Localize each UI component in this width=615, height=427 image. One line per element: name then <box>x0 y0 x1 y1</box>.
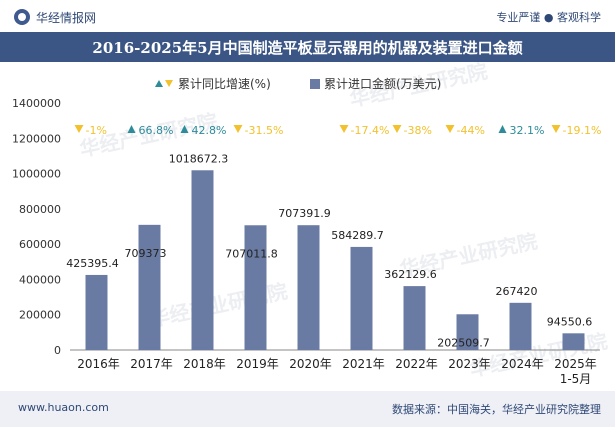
growth-down-icon <box>445 125 455 133</box>
x-tick-label: 2022年 <box>395 357 438 371</box>
chart: 华经产业研究院华经产业研究院华经产业研究院华经产业研究院华经产业研究院累计同比增… <box>12 62 610 386</box>
growth-rate-label: -38% <box>404 124 432 137</box>
growth-rate-label: 66.8% <box>139 124 174 137</box>
legend-amount-label: 累计进口金额(万美元) <box>324 76 441 91</box>
bar-value-label: 1018672.3 <box>169 152 229 165</box>
bar <box>191 170 214 350</box>
y-tick-label: 1200000 <box>12 132 61 145</box>
legend-amount-swatch <box>310 79 320 89</box>
bar <box>562 333 585 350</box>
legend-growth-label: 累计同比增速(%) <box>178 77 271 91</box>
bar <box>509 302 532 350</box>
x-tick-label: 1-5月 <box>560 372 592 386</box>
growth-down-icon <box>392 125 402 133</box>
brand[interactable]: 华经情报网 <box>14 7 96 27</box>
bar-value-label: 709373 <box>125 247 167 260</box>
bar-value-label: 707391.9 <box>278 207 331 220</box>
watermark-text: 华经产业研究院 <box>148 279 290 332</box>
x-tick-label: 2021年 <box>342 357 385 371</box>
growth-up-icon <box>180 125 189 133</box>
bar-value-label: 202509.7 <box>437 336 490 349</box>
growth-rate-label: -17.4% <box>351 124 390 137</box>
x-tick-label: 2018年 <box>183 357 226 371</box>
growth-down-icon <box>339 125 349 133</box>
bar-value-label: 707011.8 <box>225 247 278 260</box>
footer: www.huaon.com 数据来源：中国海关，华经产业研究院整理 <box>0 391 615 427</box>
top-bar: 华经情报网 专业严谨 ● 客观科学 <box>0 0 615 32</box>
y-tick-label: 400000 <box>19 273 61 286</box>
x-tick-label: 2020年 <box>289 357 332 371</box>
chart-title: 2016-2025年5月中国制造平板显示器用的机器及装置进口金额 <box>92 38 523 57</box>
bar <box>403 286 426 350</box>
bar-value-label: 267420 <box>496 285 538 298</box>
bar <box>138 224 161 350</box>
x-tick-label: 2023年 <box>448 357 491 371</box>
tagline: 专业严谨 ● 客观科学 <box>496 11 601 24</box>
legend-growth-down-icon <box>165 80 173 87</box>
y-tick-label: 200000 <box>19 309 61 322</box>
x-tick-label: 2017年 <box>130 357 173 371</box>
x-tick-label: 2019年 <box>236 357 279 371</box>
growth-rate-label: -31.5% <box>245 124 284 137</box>
bar-value-label: 425395.4 <box>66 257 119 270</box>
bar <box>350 246 373 350</box>
bar-value-label: 584289.7 <box>331 229 384 242</box>
bar <box>456 314 479 350</box>
footer-source: 数据来源：中国海关，华经产业研究院整理 <box>392 403 601 416</box>
bar-value-label: 94550.6 <box>547 315 593 328</box>
growth-up-icon <box>498 125 507 133</box>
legend-growth-up-icon <box>155 80 163 87</box>
title-bar: 2016-2025年5月中国制造平板显示器用的机器及装置进口金额 <box>0 32 615 62</box>
growth-rate-label: 32.1% <box>510 124 545 137</box>
x-tick-label: 2024年 <box>501 357 544 371</box>
bar-value-label: 362129.6 <box>384 268 437 281</box>
y-tick-label: 1000000 <box>12 168 61 181</box>
bar <box>244 225 267 350</box>
x-tick-label: 2016年 <box>77 357 120 371</box>
y-tick-label: 1400000 <box>12 97 61 110</box>
growth-rate-label: 42.8% <box>192 124 227 137</box>
y-tick-label: 800000 <box>19 203 61 216</box>
growth-down-icon <box>74 125 84 133</box>
brand-logo-icon <box>14 9 30 25</box>
growth-rate-label: -44% <box>457 124 485 137</box>
footer-website[interactable]: www.huaon.com <box>18 401 109 414</box>
y-tick-label: 600000 <box>19 238 61 251</box>
growth-rate-label: -19.1% <box>563 124 602 137</box>
growth-down-icon <box>233 125 243 133</box>
bar <box>297 225 320 350</box>
bar <box>85 274 108 350</box>
y-tick-label: 0 <box>54 344 61 357</box>
growth-up-icon <box>127 125 136 133</box>
brand-name: 华经情报网 <box>36 10 97 25</box>
x-tick-label: 2025年 <box>554 357 597 371</box>
growth-rate-label: -1% <box>86 124 107 137</box>
growth-down-icon <box>551 125 561 133</box>
